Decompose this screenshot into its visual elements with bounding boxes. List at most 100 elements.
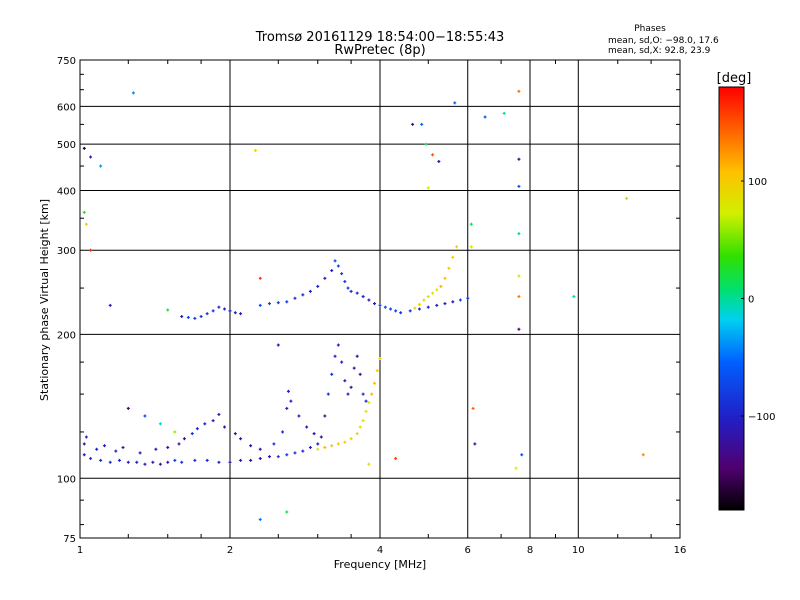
data-point: [293, 296, 297, 300]
data-point: [316, 447, 320, 451]
data-point: [469, 245, 473, 249]
plot-frame: [79, 59, 681, 539]
data-point: [89, 248, 93, 252]
y-tick-label: 300: [57, 246, 76, 257]
x-tick-label: 4: [377, 545, 383, 556]
data-point: [641, 453, 645, 457]
data-point: [158, 462, 162, 466]
data-point: [211, 309, 215, 313]
data-point: [330, 372, 334, 376]
data-point: [349, 289, 353, 293]
data-point: [281, 430, 285, 434]
data-point: [203, 422, 207, 426]
data-point: [343, 379, 347, 383]
colorbar: [718, 86, 745, 511]
data-point: [447, 266, 451, 270]
data-point: [190, 432, 194, 436]
data-point: [443, 276, 447, 280]
data-point: [316, 284, 320, 288]
plot-grid: [80, 60, 680, 538]
data-point: [276, 301, 280, 305]
data-point: [249, 444, 253, 448]
data-point: [426, 295, 430, 299]
data-point: [375, 369, 379, 373]
data-point: [364, 409, 368, 413]
stats-line-x: mean, sd,X: 92.8, 23.9: [608, 46, 711, 56]
data-point: [326, 392, 330, 396]
data-point: [108, 303, 112, 307]
chart-title: Tromsø 20161129 18:54:00−18:55:43: [255, 30, 505, 45]
data-point: [182, 437, 186, 441]
data-point: [217, 305, 221, 309]
data-point: [431, 153, 435, 157]
data-point: [349, 385, 353, 389]
data-point: [355, 291, 359, 295]
data-point: [286, 389, 290, 393]
data-point: [84, 222, 88, 226]
data-point: [572, 295, 576, 299]
data-point: [285, 300, 289, 304]
data-point: [316, 442, 320, 446]
y-tick-label: 75: [63, 534, 76, 545]
colorbar-label: [deg]: [717, 71, 752, 86]
data-point: [364, 399, 368, 403]
data-point: [451, 255, 455, 259]
data-point: [239, 312, 243, 316]
data-point: [378, 303, 382, 307]
data-point: [323, 276, 327, 280]
data-point: [82, 146, 86, 150]
data-point: [346, 392, 350, 396]
data-point: [131, 91, 135, 95]
data-point: [258, 303, 262, 307]
data-point: [473, 442, 477, 446]
data-point: [394, 309, 398, 313]
data-point: [378, 357, 382, 361]
data-point: [336, 264, 340, 268]
data-point: [420, 122, 424, 126]
y-tick-label: 500: [57, 140, 76, 151]
data-point: [352, 366, 356, 370]
data-point: [367, 298, 371, 302]
data-point: [223, 307, 227, 311]
x-axis-label: Frequency [MHz]: [334, 558, 426, 571]
y-tick-label: 750: [57, 56, 76, 67]
data-point: [114, 449, 118, 453]
data-point: [343, 440, 347, 444]
data-point: [253, 148, 257, 152]
data-point: [177, 442, 181, 446]
data-point: [89, 456, 93, 460]
data-point: [394, 456, 398, 460]
data-point: [108, 460, 112, 464]
data-point: [276, 343, 280, 347]
data-point: [99, 164, 103, 168]
y-tick-label: 400: [57, 186, 76, 197]
data-point: [389, 307, 393, 311]
data-point: [413, 306, 417, 310]
data-point: [458, 298, 462, 302]
data-point: [323, 445, 327, 449]
data-point: [502, 111, 506, 115]
y-tick-label: 200: [57, 330, 76, 341]
data-point: [186, 315, 190, 319]
stats-line-o: mean, sd,O: −98.0, 17.6: [608, 36, 719, 46]
data-point: [239, 458, 243, 462]
data-point: [258, 517, 262, 521]
data-point: [180, 314, 184, 318]
data-point: [285, 406, 289, 410]
data-point: [205, 312, 209, 316]
data-point: [349, 437, 353, 441]
data-point: [233, 311, 237, 315]
data-point: [305, 425, 309, 429]
data-point: [336, 442, 340, 446]
data-point: [258, 276, 262, 280]
data-point: [437, 159, 441, 163]
data-point: [195, 427, 199, 431]
data-point: [99, 458, 103, 462]
data-point: [267, 302, 271, 306]
data-point: [319, 435, 323, 439]
data-point: [258, 447, 262, 451]
data-point: [103, 444, 107, 448]
x-tick-label: 10: [572, 545, 585, 556]
data-point: [340, 360, 344, 364]
data-point: [301, 449, 305, 453]
